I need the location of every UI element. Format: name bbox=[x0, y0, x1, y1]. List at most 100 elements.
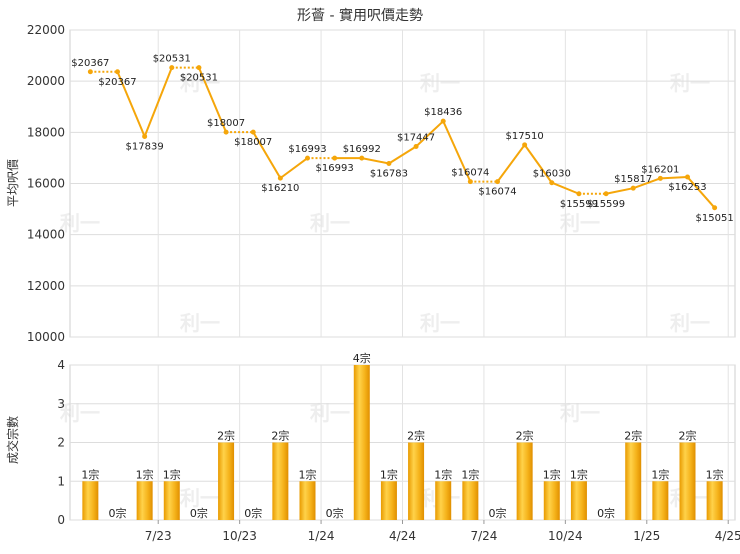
line-data-label: $20531 bbox=[153, 54, 191, 65]
line-series-segment bbox=[606, 188, 633, 194]
line-series-segment bbox=[498, 145, 525, 182]
line-data-label: $16074 bbox=[451, 168, 489, 179]
bar-data-label: 0宗 bbox=[489, 506, 507, 520]
bar bbox=[680, 443, 696, 521]
bar-data-label: 0宗 bbox=[244, 506, 262, 520]
bar-data-label: 1宗 bbox=[81, 467, 99, 481]
line-data-label: $16210 bbox=[261, 183, 299, 194]
line-y-tick-label: 16000 bbox=[27, 177, 65, 191]
line-chart-panel: 10000120001400016000180002000022000$2036… bbox=[27, 23, 735, 344]
line-data-label: $17447 bbox=[397, 132, 435, 143]
line-series-segment bbox=[280, 158, 307, 178]
line-data-point bbox=[685, 175, 690, 180]
line-data-point bbox=[658, 176, 663, 181]
line-data-label: $15599 bbox=[587, 199, 625, 210]
line-y-tick-label: 22000 bbox=[27, 23, 65, 37]
line-data-label: $17510 bbox=[506, 131, 544, 142]
line-data-point bbox=[631, 186, 636, 191]
line-data-label: $20367 bbox=[98, 77, 136, 88]
bar bbox=[571, 481, 587, 520]
watermark-text: 利一 bbox=[180, 311, 220, 335]
line-data-label: $16993 bbox=[288, 144, 326, 155]
bar bbox=[164, 481, 180, 520]
x-tick-label: 1/25 bbox=[633, 529, 660, 543]
line-data-label: $18007 bbox=[234, 137, 272, 148]
line-data-label: $15817 bbox=[614, 174, 652, 185]
line-data-point bbox=[441, 119, 446, 124]
bar bbox=[354, 365, 370, 520]
line-data-point bbox=[88, 69, 93, 74]
bar-data-label: 0宗 bbox=[109, 506, 127, 520]
bar-data-label: 0宗 bbox=[326, 506, 344, 520]
line-data-point bbox=[576, 191, 581, 196]
bar-data-label: 0宗 bbox=[190, 506, 208, 520]
bar-data-label: 2宗 bbox=[217, 429, 235, 443]
bar-data-label: 1宗 bbox=[543, 467, 561, 481]
line-data-point bbox=[522, 142, 527, 147]
bar bbox=[435, 481, 451, 520]
bar bbox=[218, 443, 234, 521]
bar-data-label: 4宗 bbox=[353, 351, 371, 365]
watermark-text: 利一 bbox=[420, 311, 460, 335]
bar bbox=[381, 481, 397, 520]
line-data-point bbox=[224, 130, 229, 135]
line-y-tick-label: 20000 bbox=[27, 74, 65, 88]
line-series-segment bbox=[362, 158, 389, 163]
x-tick-label: 7/23 bbox=[145, 529, 172, 543]
bar bbox=[544, 481, 560, 520]
line-y-tick-label: 14000 bbox=[27, 228, 65, 242]
bar-data-label: 1宗 bbox=[570, 467, 588, 481]
watermark-layer: 利一利一利一利一利一利一利一利一利一利一利一利一利一利一利一 bbox=[60, 71, 710, 510]
bar-data-label: 2宗 bbox=[679, 429, 697, 443]
watermark-text: 利一 bbox=[60, 211, 100, 235]
bar-data-label: 2宗 bbox=[516, 429, 534, 443]
bar-y-tick-label: 4 bbox=[57, 358, 65, 372]
x-tick-label: 10/24 bbox=[548, 529, 583, 543]
line-data-label: $20367 bbox=[71, 58, 109, 69]
line-data-point bbox=[604, 191, 609, 196]
bar-data-label: 1宗 bbox=[299, 467, 317, 481]
bar bbox=[82, 481, 98, 520]
x-tick-label: 10/23 bbox=[222, 529, 257, 543]
bar bbox=[517, 443, 533, 521]
line-data-label: $16074 bbox=[478, 187, 516, 198]
line-data-point bbox=[142, 134, 147, 139]
bar bbox=[408, 443, 424, 521]
bar-data-label: 1宗 bbox=[380, 467, 398, 481]
bar-data-label: 0宗 bbox=[597, 506, 615, 520]
line-data-label: $16993 bbox=[316, 163, 354, 174]
line-data-point bbox=[278, 176, 283, 181]
bar-data-label: 1宗 bbox=[706, 467, 724, 481]
bar-data-label: 1宗 bbox=[136, 467, 154, 481]
line-data-label: $20531 bbox=[180, 73, 218, 84]
x-tick-label: 1/24 bbox=[308, 529, 335, 543]
watermark-text: 利一 bbox=[560, 211, 600, 235]
bar-y-tick-label: 3 bbox=[57, 397, 65, 411]
line-data-point bbox=[495, 179, 500, 184]
x-tick-label: 7/24 bbox=[470, 529, 497, 543]
line-data-label: $16030 bbox=[533, 169, 571, 180]
line-data-point bbox=[414, 144, 419, 149]
bar bbox=[300, 481, 316, 520]
line-data-label: $17839 bbox=[126, 141, 164, 152]
line-data-label: $15051 bbox=[696, 213, 734, 224]
bar bbox=[652, 481, 668, 520]
bar-data-label: 2宗 bbox=[407, 429, 425, 443]
line-data-point bbox=[549, 180, 554, 185]
line-data-point bbox=[468, 179, 473, 184]
watermark-text: 利一 bbox=[420, 71, 460, 95]
line-data-point bbox=[359, 156, 364, 161]
bar-data-label: 1宗 bbox=[434, 467, 452, 481]
line-data-label: $18436 bbox=[424, 107, 462, 118]
bar bbox=[137, 481, 153, 520]
bar-y-tick-label: 0 bbox=[57, 513, 65, 527]
line-data-label: $16783 bbox=[370, 168, 408, 179]
line-data-point bbox=[115, 69, 120, 74]
line-y-tick-label: 12000 bbox=[27, 279, 65, 293]
line-data-point bbox=[305, 156, 310, 161]
line-data-point bbox=[386, 161, 391, 166]
line-series-segment bbox=[660, 177, 687, 178]
line-y-tick-label: 10000 bbox=[27, 330, 65, 344]
